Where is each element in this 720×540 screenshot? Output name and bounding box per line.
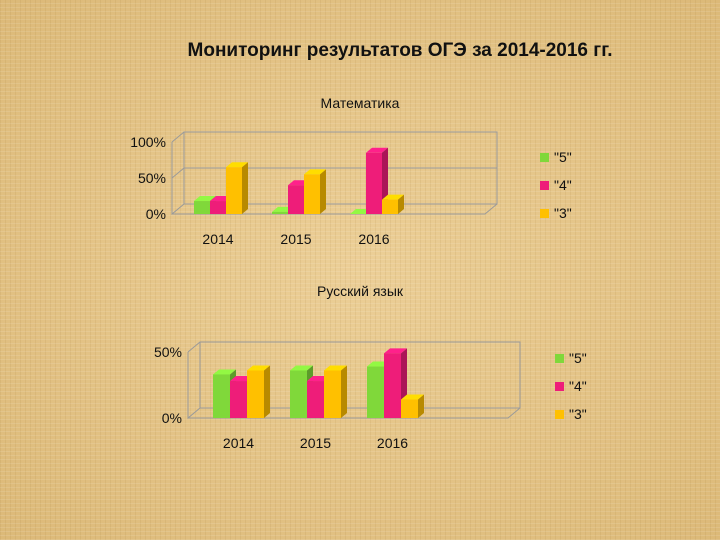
bar bbox=[307, 381, 324, 418]
chart-side-top bbox=[187, 341, 201, 353]
bar bbox=[384, 353, 401, 418]
bar-top bbox=[304, 169, 326, 175]
bar-top bbox=[366, 147, 388, 153]
bar bbox=[290, 370, 307, 418]
bar bbox=[213, 374, 230, 418]
bar-top bbox=[324, 365, 347, 371]
bar-side bbox=[320, 169, 326, 214]
bar bbox=[226, 167, 242, 214]
x-tick-label: 2014 bbox=[223, 435, 254, 451]
legend-swatch bbox=[540, 209, 549, 218]
bar bbox=[194, 201, 210, 214]
legend-label: "4" bbox=[569, 378, 587, 394]
legend-swatch bbox=[555, 354, 564, 363]
chart-title-russian: Русский язык bbox=[316, 283, 404, 299]
bar bbox=[272, 211, 288, 214]
legend-swatch bbox=[555, 410, 564, 419]
y-tick-label: 100% bbox=[130, 134, 166, 150]
bar bbox=[288, 185, 304, 214]
bar-side bbox=[341, 365, 347, 418]
legend-swatch bbox=[555, 382, 564, 391]
bar bbox=[247, 370, 264, 418]
bar-side bbox=[418, 394, 424, 418]
y-tick-label: 0% bbox=[162, 410, 182, 426]
y-tick-label: 0% bbox=[146, 206, 166, 222]
bar bbox=[367, 366, 384, 418]
bar-top bbox=[213, 369, 236, 375]
bar-top bbox=[382, 194, 404, 200]
bar bbox=[366, 152, 382, 214]
bar-top bbox=[384, 348, 407, 354]
legend-label: "5" bbox=[569, 350, 587, 366]
legend-label: "5" bbox=[554, 149, 572, 165]
x-tick-label: 2015 bbox=[300, 435, 331, 451]
bar-top bbox=[247, 365, 270, 371]
legend-label: "3" bbox=[569, 406, 587, 422]
bar bbox=[230, 381, 247, 418]
gridline-side bbox=[171, 167, 185, 179]
y-tick-label: 50% bbox=[138, 170, 166, 186]
bar-top bbox=[401, 394, 424, 400]
bar-side bbox=[264, 365, 270, 418]
bar bbox=[382, 199, 398, 214]
x-tick-label: 2014 bbox=[202, 231, 233, 247]
bar-top bbox=[194, 196, 216, 202]
chart-title-math: Математика bbox=[320, 95, 400, 111]
bar bbox=[324, 370, 341, 418]
legend-label: "4" bbox=[554, 177, 572, 193]
chart-side-top bbox=[171, 131, 185, 143]
bar-side bbox=[242, 162, 248, 214]
slide-title: Мониторинг результатов ОГЭ за 2014-2016 … bbox=[187, 40, 613, 61]
bar-top bbox=[226, 162, 248, 168]
x-tick-label: 2016 bbox=[358, 231, 389, 247]
legend-swatch bbox=[540, 181, 549, 190]
bar bbox=[304, 174, 320, 214]
bar bbox=[401, 399, 418, 418]
legend-swatch bbox=[540, 153, 549, 162]
y-tick-label: 50% bbox=[154, 344, 182, 360]
bar-top bbox=[290, 365, 313, 371]
bar bbox=[210, 201, 226, 214]
x-tick-label: 2016 bbox=[377, 435, 408, 451]
bar-side bbox=[398, 194, 404, 214]
chart-side-wall bbox=[187, 352, 201, 420]
legend-label: "3" bbox=[554, 205, 572, 221]
x-tick-label: 2015 bbox=[280, 231, 311, 247]
